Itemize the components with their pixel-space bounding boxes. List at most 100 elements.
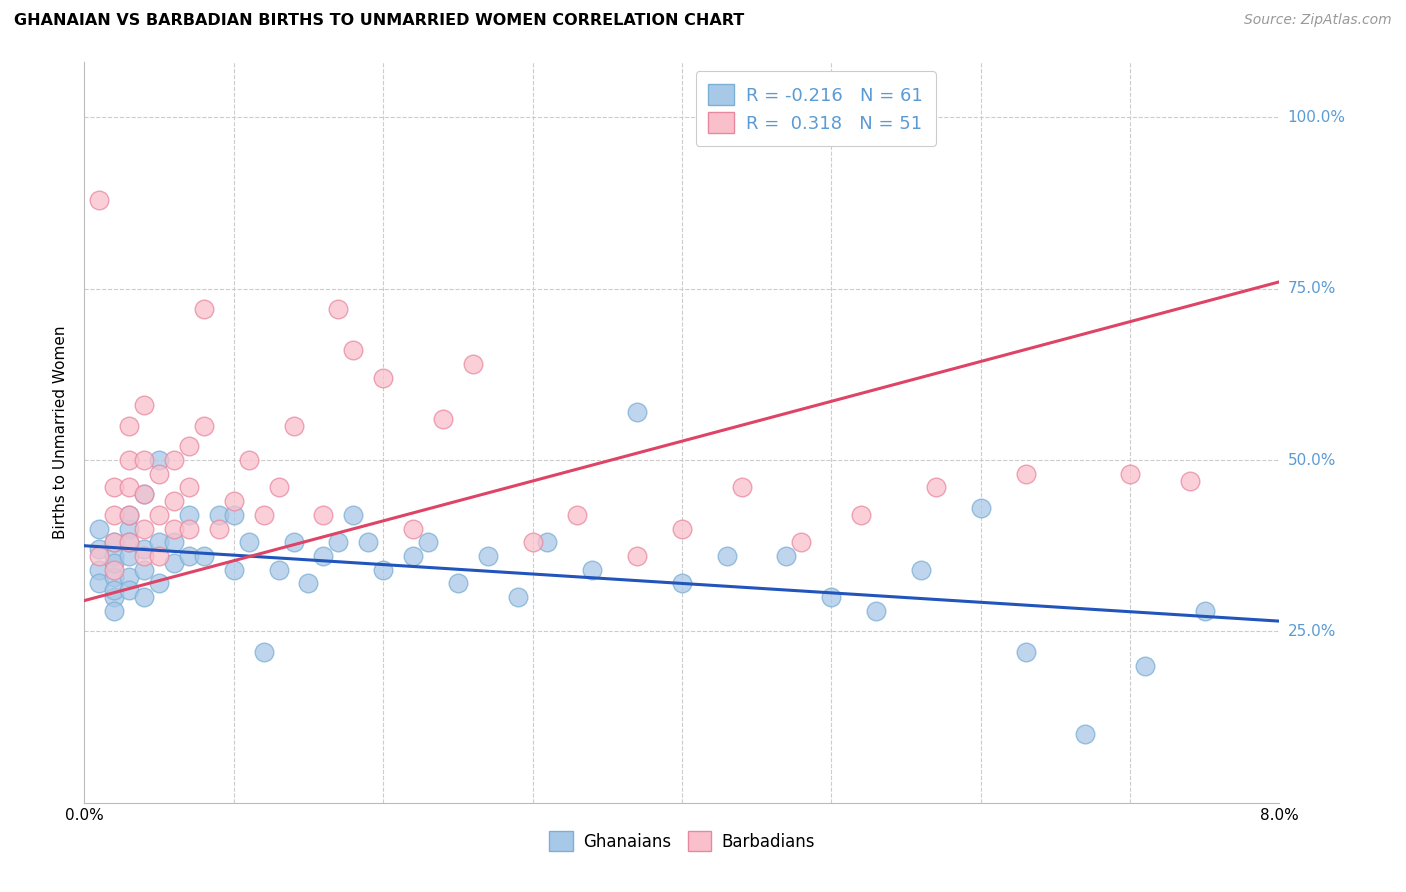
Point [193, 418, 215, 433]
Point [177, 439, 200, 453]
Point [118, 549, 141, 563]
Point [148, 453, 170, 467]
Point [118, 508, 141, 522]
Point [177, 522, 200, 536]
Point [1014, 645, 1036, 659]
Point [402, 522, 425, 536]
Point [103, 556, 125, 570]
Point [118, 569, 141, 583]
Point [671, 522, 693, 536]
Y-axis label: Births to Unmarried Women: Births to Unmarried Women [53, 326, 69, 540]
Point [373, 371, 395, 385]
Point [132, 542, 156, 557]
Point [103, 563, 125, 577]
Point [506, 590, 529, 604]
Point [118, 418, 141, 433]
Legend: Ghanaians, Barbadians: Ghanaians, Barbadians [543, 825, 821, 857]
Point [970, 501, 993, 516]
Point [402, 549, 425, 563]
Point [222, 563, 245, 577]
Point [716, 549, 738, 563]
Point [103, 480, 125, 494]
Point [148, 508, 170, 522]
Point [461, 357, 484, 371]
Point [238, 535, 260, 549]
Point [103, 583, 125, 598]
Point [132, 487, 156, 501]
Point [536, 535, 558, 549]
Point [925, 480, 948, 494]
Point [373, 563, 395, 577]
Point [132, 522, 156, 536]
Point [865, 604, 887, 618]
Text: 100.0%: 100.0% [1288, 110, 1346, 125]
Point [118, 522, 141, 536]
Point [103, 590, 125, 604]
Point [163, 522, 186, 536]
Point [267, 480, 290, 494]
Point [222, 494, 245, 508]
Point [790, 535, 813, 549]
Point [626, 549, 648, 563]
Point [132, 549, 156, 563]
Point [89, 576, 111, 591]
Point [238, 453, 260, 467]
Point [103, 535, 125, 549]
Point [132, 487, 156, 501]
Point [477, 549, 499, 563]
Point [118, 480, 141, 494]
Point [103, 508, 125, 522]
Point [89, 563, 111, 577]
Point [328, 535, 350, 549]
Point [522, 535, 544, 549]
Point [163, 535, 186, 549]
Point [177, 508, 200, 522]
Point [148, 576, 170, 591]
Point [103, 535, 125, 549]
Point [103, 549, 125, 563]
Point [581, 563, 603, 577]
Point [89, 522, 111, 536]
Text: Source: ZipAtlas.com: Source: ZipAtlas.com [1244, 13, 1392, 28]
Point [118, 535, 141, 549]
Point [103, 604, 125, 618]
Point [342, 343, 364, 358]
Point [177, 549, 200, 563]
Point [342, 508, 364, 522]
Point [118, 453, 141, 467]
Point [1119, 467, 1142, 481]
Text: 50.0%: 50.0% [1288, 452, 1336, 467]
Point [1133, 658, 1156, 673]
Point [118, 583, 141, 598]
Point [312, 508, 335, 522]
Point [1074, 727, 1097, 741]
Point [328, 302, 350, 317]
Point [851, 508, 873, 522]
Point [208, 508, 231, 522]
Point [148, 467, 170, 481]
Point [193, 302, 215, 317]
Point [132, 453, 156, 467]
Point [118, 508, 141, 522]
Point [567, 508, 589, 522]
Text: 25.0%: 25.0% [1288, 624, 1336, 639]
Point [1194, 604, 1216, 618]
Point [148, 535, 170, 549]
Point [208, 522, 231, 536]
Point [267, 563, 290, 577]
Point [89, 549, 111, 563]
Point [89, 542, 111, 557]
Point [671, 576, 693, 591]
Text: 75.0%: 75.0% [1288, 281, 1336, 296]
Point [163, 453, 186, 467]
Point [312, 549, 335, 563]
Point [283, 418, 305, 433]
Point [820, 590, 842, 604]
Point [283, 535, 305, 549]
Point [1014, 467, 1036, 481]
Point [177, 480, 200, 494]
Point [447, 576, 470, 591]
Text: GHANAIAN VS BARBADIAN BIRTHS TO UNMARRIED WOMEN CORRELATION CHART: GHANAIAN VS BARBADIAN BIRTHS TO UNMARRIE… [14, 13, 744, 29]
Point [626, 405, 648, 419]
Point [132, 590, 156, 604]
